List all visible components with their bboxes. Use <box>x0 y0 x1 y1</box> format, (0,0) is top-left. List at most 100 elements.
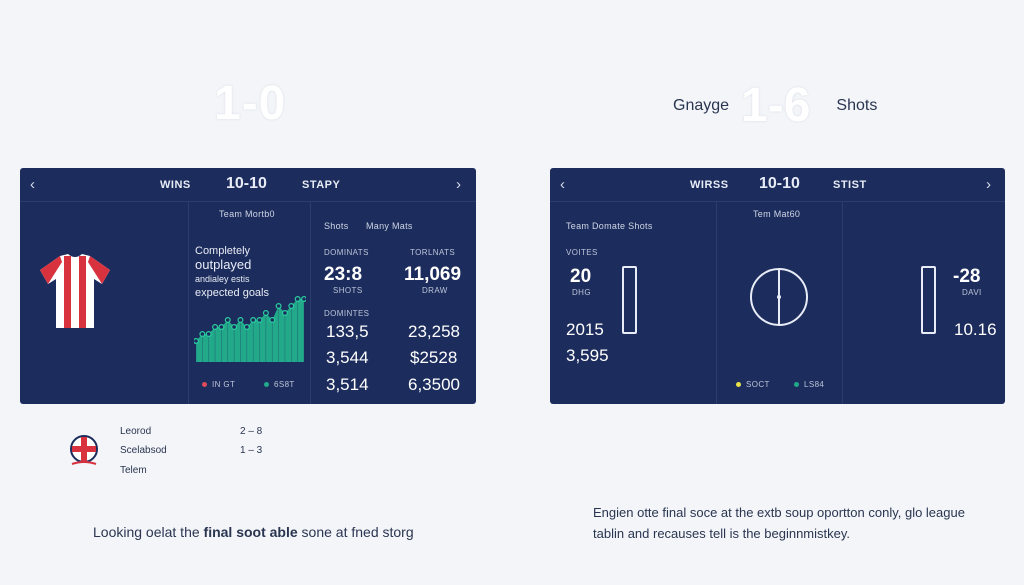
header-label-left: WIRSS <box>690 179 729 191</box>
chart-legend-item-a: SOCT <box>736 380 770 389</box>
legend-dot <box>736 382 741 388</box>
chevron-right-icon[interactable]: › <box>986 176 991 193</box>
chart-point <box>250 317 257 324</box>
header-label-right: STIST <box>833 179 867 191</box>
legend-label: Leorod <box>120 426 152 437</box>
section-label: DOMINTES <box>324 309 370 318</box>
legend-label: IN GT <box>212 380 236 389</box>
column-divider <box>188 202 189 404</box>
expected-goals-chart <box>194 296 306 362</box>
stat-value: $2528 <box>410 348 458 367</box>
chart-point <box>294 296 301 303</box>
legend-dot <box>264 382 269 388</box>
caption-text: Looking oelat the <box>93 524 204 540</box>
chart-legend-item-b: LS84 <box>794 380 824 389</box>
gauge-bar <box>921 266 936 334</box>
match-card-right: ‹ WIRSS 10-10 STIST › Team Domate Shots … <box>550 168 1005 404</box>
header-score: 10-10 <box>759 175 800 192</box>
chart-point <box>237 317 244 324</box>
jersey-icon <box>40 254 110 328</box>
caption-right: Engien otte final soce at the extb soup … <box>593 505 965 541</box>
legend-value: 1 – 3 <box>240 445 263 456</box>
chart-point <box>301 296 306 302</box>
club-crest-icon <box>70 435 98 465</box>
chart-point <box>231 323 238 330</box>
match-card-left: ‹ WINS 10-10 STAPY › Team Mortb0 Complet… <box>20 168 476 404</box>
chart-legend-item-b: 6S8T <box>264 380 295 389</box>
column-divider <box>716 202 717 404</box>
chart-legend-item-a: IN GT <box>202 380 235 389</box>
caption-text: sone at fned storg <box>297 524 414 540</box>
chevron-left-icon[interactable]: ‹ <box>560 176 565 193</box>
header-label-left: WINS <box>160 179 191 191</box>
stat-sub: DAVI <box>962 288 982 297</box>
column-title: Tem Mat60 <box>753 209 801 219</box>
stat-value: 23,258 <box>408 322 460 341</box>
headline-score-right: 1-6 <box>741 79 811 132</box>
column-divider <box>310 202 311 404</box>
header-label-right: STAPY <box>302 179 341 191</box>
col-head-a: DOMINATS <box>324 248 369 257</box>
headline-word-left: Gnayge <box>673 96 730 114</box>
legend-label: Telem <box>120 465 147 476</box>
card-header: ‹ WIRSS 10-10 STIST › <box>550 168 1005 202</box>
legend-label: LS84 <box>804 380 825 389</box>
stat-value: 2015 <box>566 320 604 339</box>
gauge-bar <box>622 266 637 334</box>
chart-area <box>196 299 304 362</box>
headline-line: expected goals <box>195 287 269 299</box>
column-label: VOITES <box>566 248 598 257</box>
headline-word-right: Shots <box>836 96 878 114</box>
headline-score-left: 1-0 <box>214 77 287 130</box>
caption-emphasis: final soot able <box>203 524 298 540</box>
stat-value: 20 <box>570 266 592 287</box>
column-title: Team Domate Shots <box>566 221 653 231</box>
chart-point <box>218 323 225 330</box>
chevron-right-icon[interactable]: › <box>456 176 461 193</box>
column-divider <box>842 202 843 404</box>
stat-sub: DHG <box>572 288 591 297</box>
headline-copy: Completely outplayed andialey estis expe… <box>195 244 269 300</box>
chart-point <box>212 323 219 330</box>
headline-line: andialey estis <box>195 274 250 284</box>
chart-point <box>243 323 250 330</box>
chevron-left-icon[interactable]: ‹ <box>30 176 35 193</box>
legend-dot <box>202 382 207 388</box>
chart-point <box>269 317 276 324</box>
stats-header-mats: Many Mats <box>366 221 413 231</box>
chart-point <box>205 330 212 337</box>
stat-value: 3,595 <box>566 346 609 365</box>
legend-dot <box>794 382 799 388</box>
legend-label: 6S8T <box>274 380 295 389</box>
stat-value: 3,544 <box>326 348 369 367</box>
stat-value: -28 <box>953 266 981 287</box>
stat-value: 23:8 <box>324 264 363 285</box>
stat-value: 10.16 <box>954 320 997 339</box>
stat-sub: DRAW <box>422 286 448 295</box>
legend-label: Scelabsod <box>120 445 167 456</box>
chart-point <box>199 330 206 337</box>
headline-line: Completely <box>195 245 251 257</box>
stat-value: 11,069 <box>404 264 462 285</box>
possession-circle-icon <box>750 268 808 326</box>
stat-value: 133,5 <box>326 322 369 341</box>
chart-point <box>194 338 199 344</box>
chart-point <box>224 317 231 324</box>
legend-label: SOCT <box>746 380 770 389</box>
header-score: 10-10 <box>226 175 267 192</box>
headline-line: outplayed <box>195 257 252 272</box>
headline-group-right: Gnayge 1-6 Shots <box>673 78 877 133</box>
chart-point <box>275 303 282 310</box>
chart-point <box>288 303 295 310</box>
stat-value: 6,3500 <box>408 375 460 394</box>
stats-header-shots: Shots <box>324 221 349 231</box>
card-header: ‹ WINS 10-10 STAPY › <box>20 168 476 202</box>
stat-value: 3,514 <box>326 375 369 394</box>
legend-value: 2 – 8 <box>240 426 263 437</box>
caption-left: Looking oelat the final soot able sone a… <box>93 524 414 540</box>
col-head-b: TORLNATS <box>410 248 456 257</box>
chart-point <box>256 317 263 324</box>
stat-sub: SHOTS <box>333 286 363 295</box>
chart-point <box>262 310 269 317</box>
match-label: Team Mortb0 <box>219 209 275 219</box>
